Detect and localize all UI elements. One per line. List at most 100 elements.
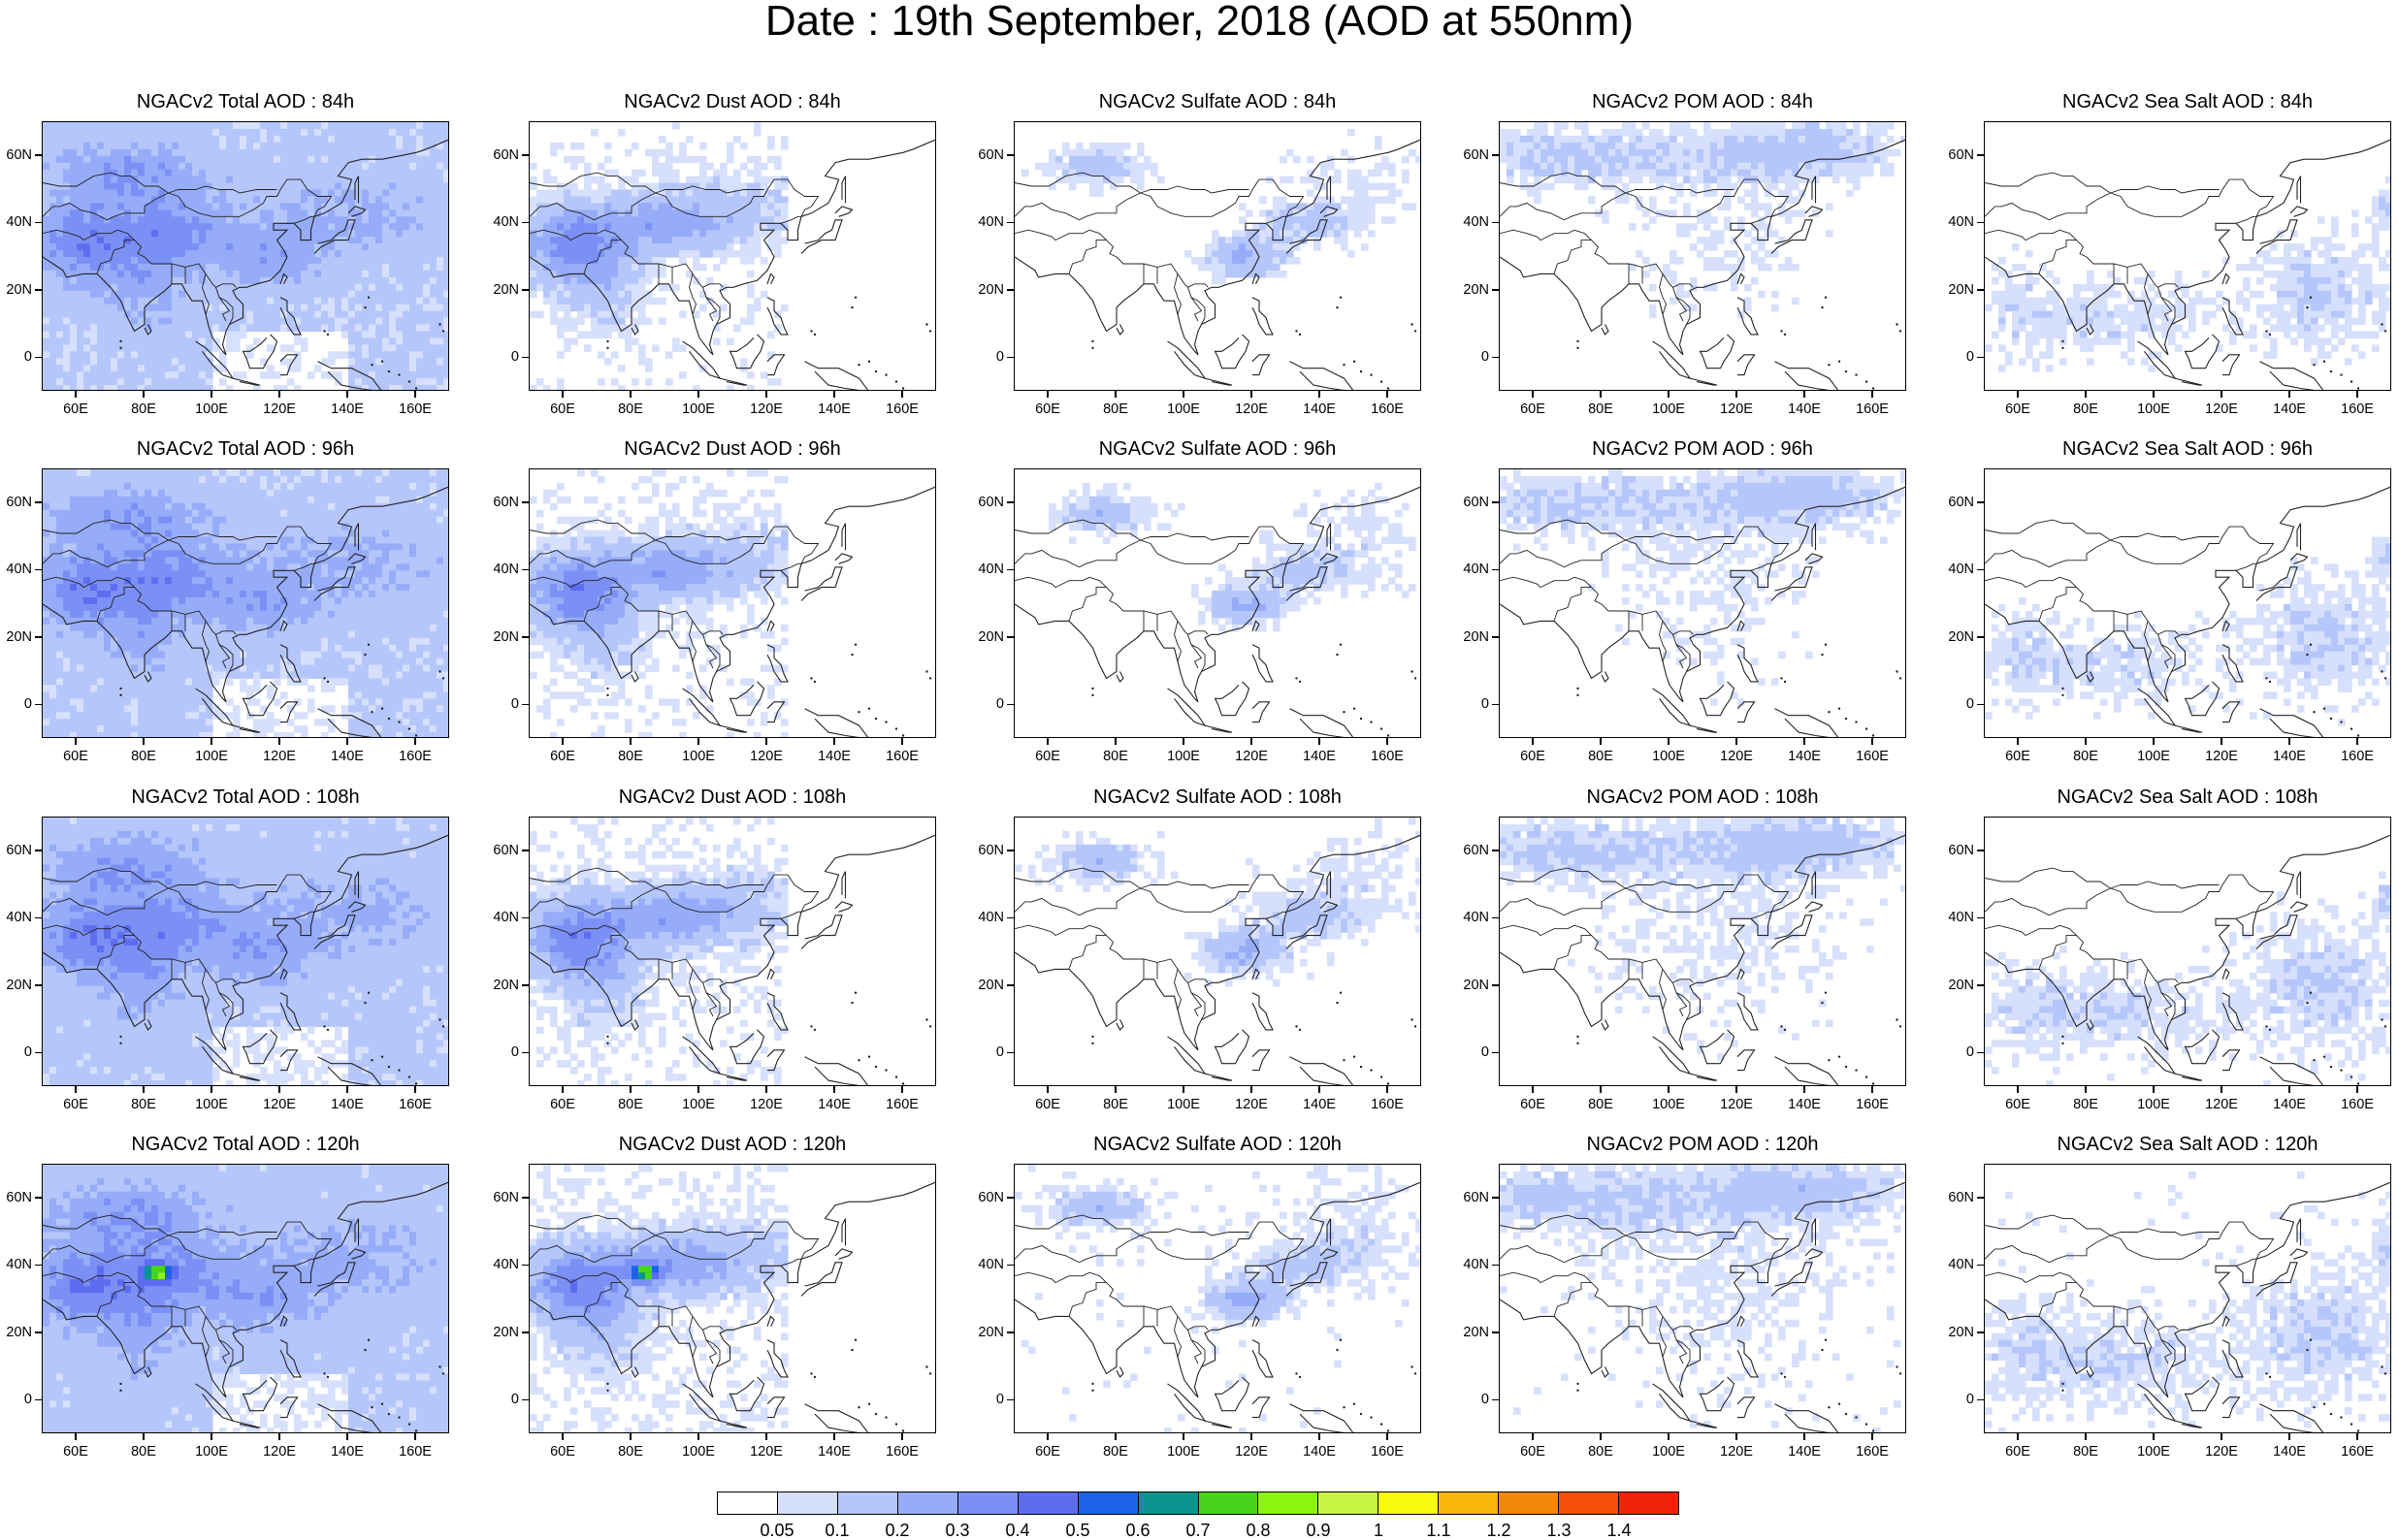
aod-cell xyxy=(287,155,295,164)
aod-cell xyxy=(355,263,363,272)
aod-cell xyxy=(2365,297,2373,305)
coastline xyxy=(1699,334,1735,369)
aod-cell xyxy=(124,176,132,184)
aod-cell xyxy=(1758,135,1766,144)
aod-cell xyxy=(172,155,179,164)
aod-cell xyxy=(2311,317,2318,326)
aod-cell xyxy=(274,162,281,171)
aod-cell xyxy=(77,263,84,272)
aod-cell xyxy=(355,290,363,299)
aod-cell xyxy=(1520,135,1528,144)
aod-cell xyxy=(280,297,288,305)
aod-cell xyxy=(77,304,84,312)
aod-cell xyxy=(1819,128,1827,137)
aod-cell xyxy=(1683,230,1691,238)
aod-cell xyxy=(97,237,105,244)
aod-cell xyxy=(1663,209,1670,217)
aod-cell xyxy=(1259,243,1267,251)
aod-cell xyxy=(151,270,159,278)
aod-cell xyxy=(267,250,275,258)
aod-cell xyxy=(63,196,71,204)
aod-cell xyxy=(1615,162,1623,171)
aod-cell xyxy=(178,182,186,191)
aod-cell xyxy=(382,304,390,312)
aod-cell xyxy=(192,324,200,333)
aod-cell xyxy=(1778,237,1786,244)
lat-tick xyxy=(1007,154,1014,156)
aod-cell xyxy=(1341,223,1348,231)
aod-cell xyxy=(131,283,139,292)
aod-cell xyxy=(56,270,64,278)
aod-cell xyxy=(564,283,571,292)
aod-cell xyxy=(274,371,281,379)
aod-cell xyxy=(1826,203,1833,210)
aod-cell xyxy=(618,216,626,224)
aod-cell xyxy=(1615,189,1623,198)
aod-cell xyxy=(1273,263,1281,272)
aod-cell xyxy=(1785,189,1793,198)
aod-cell xyxy=(246,250,254,258)
aod-cell xyxy=(720,182,728,191)
aod-cell xyxy=(598,162,605,171)
aod-cell xyxy=(1520,142,1528,150)
aod-cell xyxy=(165,385,173,390)
aod-cell xyxy=(348,304,356,312)
aod-cell xyxy=(49,617,57,626)
aod-cell xyxy=(1588,148,1596,157)
aod-cell xyxy=(1320,203,1328,210)
aod-cell xyxy=(301,182,308,191)
aod-cell xyxy=(131,365,139,372)
aod-cell xyxy=(557,263,565,272)
aod-cell xyxy=(138,237,146,244)
aod-cell xyxy=(1670,270,1677,278)
aod-cell xyxy=(2338,243,2346,251)
aod-cell xyxy=(1246,250,1253,258)
aod-cell xyxy=(2263,317,2271,326)
aod-cell xyxy=(1239,250,1247,258)
aod-cell xyxy=(1832,162,1840,171)
aod-cell xyxy=(625,257,632,265)
aod-cell xyxy=(138,263,146,272)
country-border xyxy=(689,273,697,315)
aod-cell xyxy=(1860,155,1867,164)
aod-cell xyxy=(77,310,84,319)
aod-cell xyxy=(1069,176,1077,184)
aod-cell xyxy=(665,196,673,204)
aod-cell xyxy=(1205,263,1213,272)
aod-cell xyxy=(117,378,125,386)
aod-cell xyxy=(2270,304,2278,312)
aod-cell xyxy=(443,196,448,204)
aod-cell xyxy=(233,209,241,217)
aod-cell xyxy=(2087,358,2094,366)
aod-cell xyxy=(56,719,64,726)
aod-cell xyxy=(1771,169,1779,177)
aod-cell xyxy=(1771,122,1779,130)
aod-cell xyxy=(70,122,78,130)
aod-cell xyxy=(1839,135,1847,144)
aod-cell xyxy=(246,196,254,204)
aod-cell xyxy=(1998,310,2006,319)
aod-cell xyxy=(287,297,295,305)
aod-cell xyxy=(1683,155,1691,164)
aod-cell xyxy=(131,176,139,184)
aod-cell xyxy=(253,290,261,299)
aod-cell xyxy=(1703,155,1711,164)
aod-cell xyxy=(49,685,57,692)
island xyxy=(1298,333,1302,337)
aod-cell xyxy=(1792,196,1799,204)
aod-cell xyxy=(550,310,558,319)
aod-cell xyxy=(550,209,558,217)
aod-cell xyxy=(733,230,741,238)
aod-cell xyxy=(2304,270,2312,278)
aod-cell xyxy=(396,169,404,177)
aod-cell xyxy=(49,725,57,733)
aod-cell xyxy=(2175,270,2183,278)
aod-cell xyxy=(70,331,78,338)
aod-cell xyxy=(158,169,166,177)
aod-cell xyxy=(1320,169,1328,177)
aod-cell xyxy=(618,128,626,137)
aod-cell xyxy=(1540,142,1548,150)
aod-cell xyxy=(104,182,112,191)
aod-cell xyxy=(389,162,397,171)
aod-cell xyxy=(625,337,632,345)
